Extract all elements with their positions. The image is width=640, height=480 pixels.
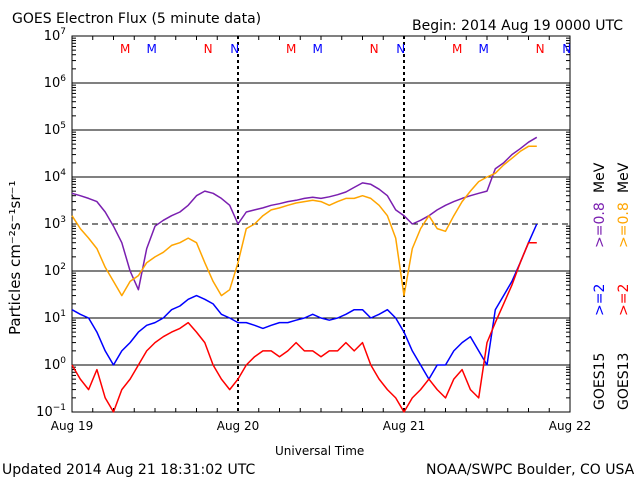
series-lines bbox=[71, 136, 538, 413]
y-tick-label: 102 bbox=[44, 262, 66, 279]
y-tick-label: 103 bbox=[44, 215, 66, 232]
mn-marker: M bbox=[147, 42, 157, 56]
legend-orange-08mev: >=0.8 bbox=[616, 202, 632, 248]
legend-unit-mev-2: MeV bbox=[616, 162, 632, 193]
y-tick-text: 106 bbox=[44, 74, 67, 91]
y-axis-title: Particles cm⁻²s⁻¹sr⁻¹ bbox=[6, 181, 24, 335]
x-tick-label: Aug 22 bbox=[549, 419, 592, 433]
y-tick-text: 104 bbox=[44, 168, 67, 185]
legend-purple-08mev: >=0.8 bbox=[592, 202, 608, 248]
y-tick-text: 101 bbox=[44, 309, 66, 326]
x-tick-label: Aug 19 bbox=[51, 419, 94, 433]
mn-marker: M bbox=[313, 42, 323, 56]
series-line-goes13 bbox=[71, 145, 537, 297]
legend-blue-2mev: >=2 bbox=[592, 284, 608, 316]
y-axis-ticks: 10−1 100 101 102 103 104 105 106 107 bbox=[36, 27, 570, 420]
y-tick-label: 10−1 bbox=[36, 403, 66, 420]
mn-marker: M bbox=[120, 42, 130, 56]
mn-marker: M bbox=[479, 42, 489, 56]
begin-time: Begin: 2014 Aug 19 0000 UTC bbox=[412, 18, 623, 34]
mn-marker: N bbox=[536, 42, 545, 56]
mn-marker: N bbox=[370, 42, 379, 56]
x-axis-ticks: Aug 19 Aug 20 Aug 21 Aug 22 bbox=[51, 36, 592, 433]
y-tick-text: 105 bbox=[44, 121, 66, 138]
mn-marker: N bbox=[204, 42, 213, 56]
plot-grid bbox=[72, 36, 570, 412]
y-tick-text: 103 bbox=[44, 215, 66, 232]
mn-marker: N bbox=[396, 42, 405, 56]
y-tick-label: 106 bbox=[44, 74, 67, 91]
updated-timestamp: Updated 2014 Aug 21 18:31:02 UTC bbox=[2, 462, 255, 478]
mn-marker: N bbox=[230, 42, 239, 56]
mn-marker: N bbox=[562, 42, 571, 56]
legend-unit-mev-1: MeV bbox=[592, 162, 608, 193]
y-tick-label: 107 bbox=[44, 27, 66, 44]
chart-title: GOES Electron Flux (5 minute data) bbox=[12, 11, 261, 27]
y-tick-label: 104 bbox=[44, 168, 67, 185]
mn-marker: M bbox=[452, 42, 462, 56]
y-tick-text: 10−1 bbox=[36, 403, 66, 420]
mn-marker: M bbox=[286, 42, 296, 56]
x-tick-label: Aug 20 bbox=[217, 419, 260, 433]
x-axis-title: Universal Time bbox=[275, 444, 364, 458]
credit-text: NOAA/SWPC Boulder, CO USA bbox=[426, 462, 635, 478]
y-tick-label: 105 bbox=[44, 121, 66, 138]
y-tick-text: 102 bbox=[44, 262, 66, 279]
y-tick-text: 107 bbox=[44, 27, 66, 44]
legend-goes13: GOES13 bbox=[616, 353, 632, 410]
x-tick-label: Aug 21 bbox=[383, 419, 426, 433]
y-tick-label: 100 bbox=[44, 356, 67, 373]
y-tick-text: 100 bbox=[44, 356, 67, 373]
legend-red-2mev: >=2 bbox=[616, 284, 632, 316]
legend-goes15: GOES15 bbox=[592, 353, 608, 410]
series-line-goes15 bbox=[71, 136, 538, 291]
series-line-goes15 bbox=[71, 223, 538, 380]
series-line-goes13 bbox=[71, 241, 537, 413]
y-tick-label: 101 bbox=[44, 309, 66, 326]
